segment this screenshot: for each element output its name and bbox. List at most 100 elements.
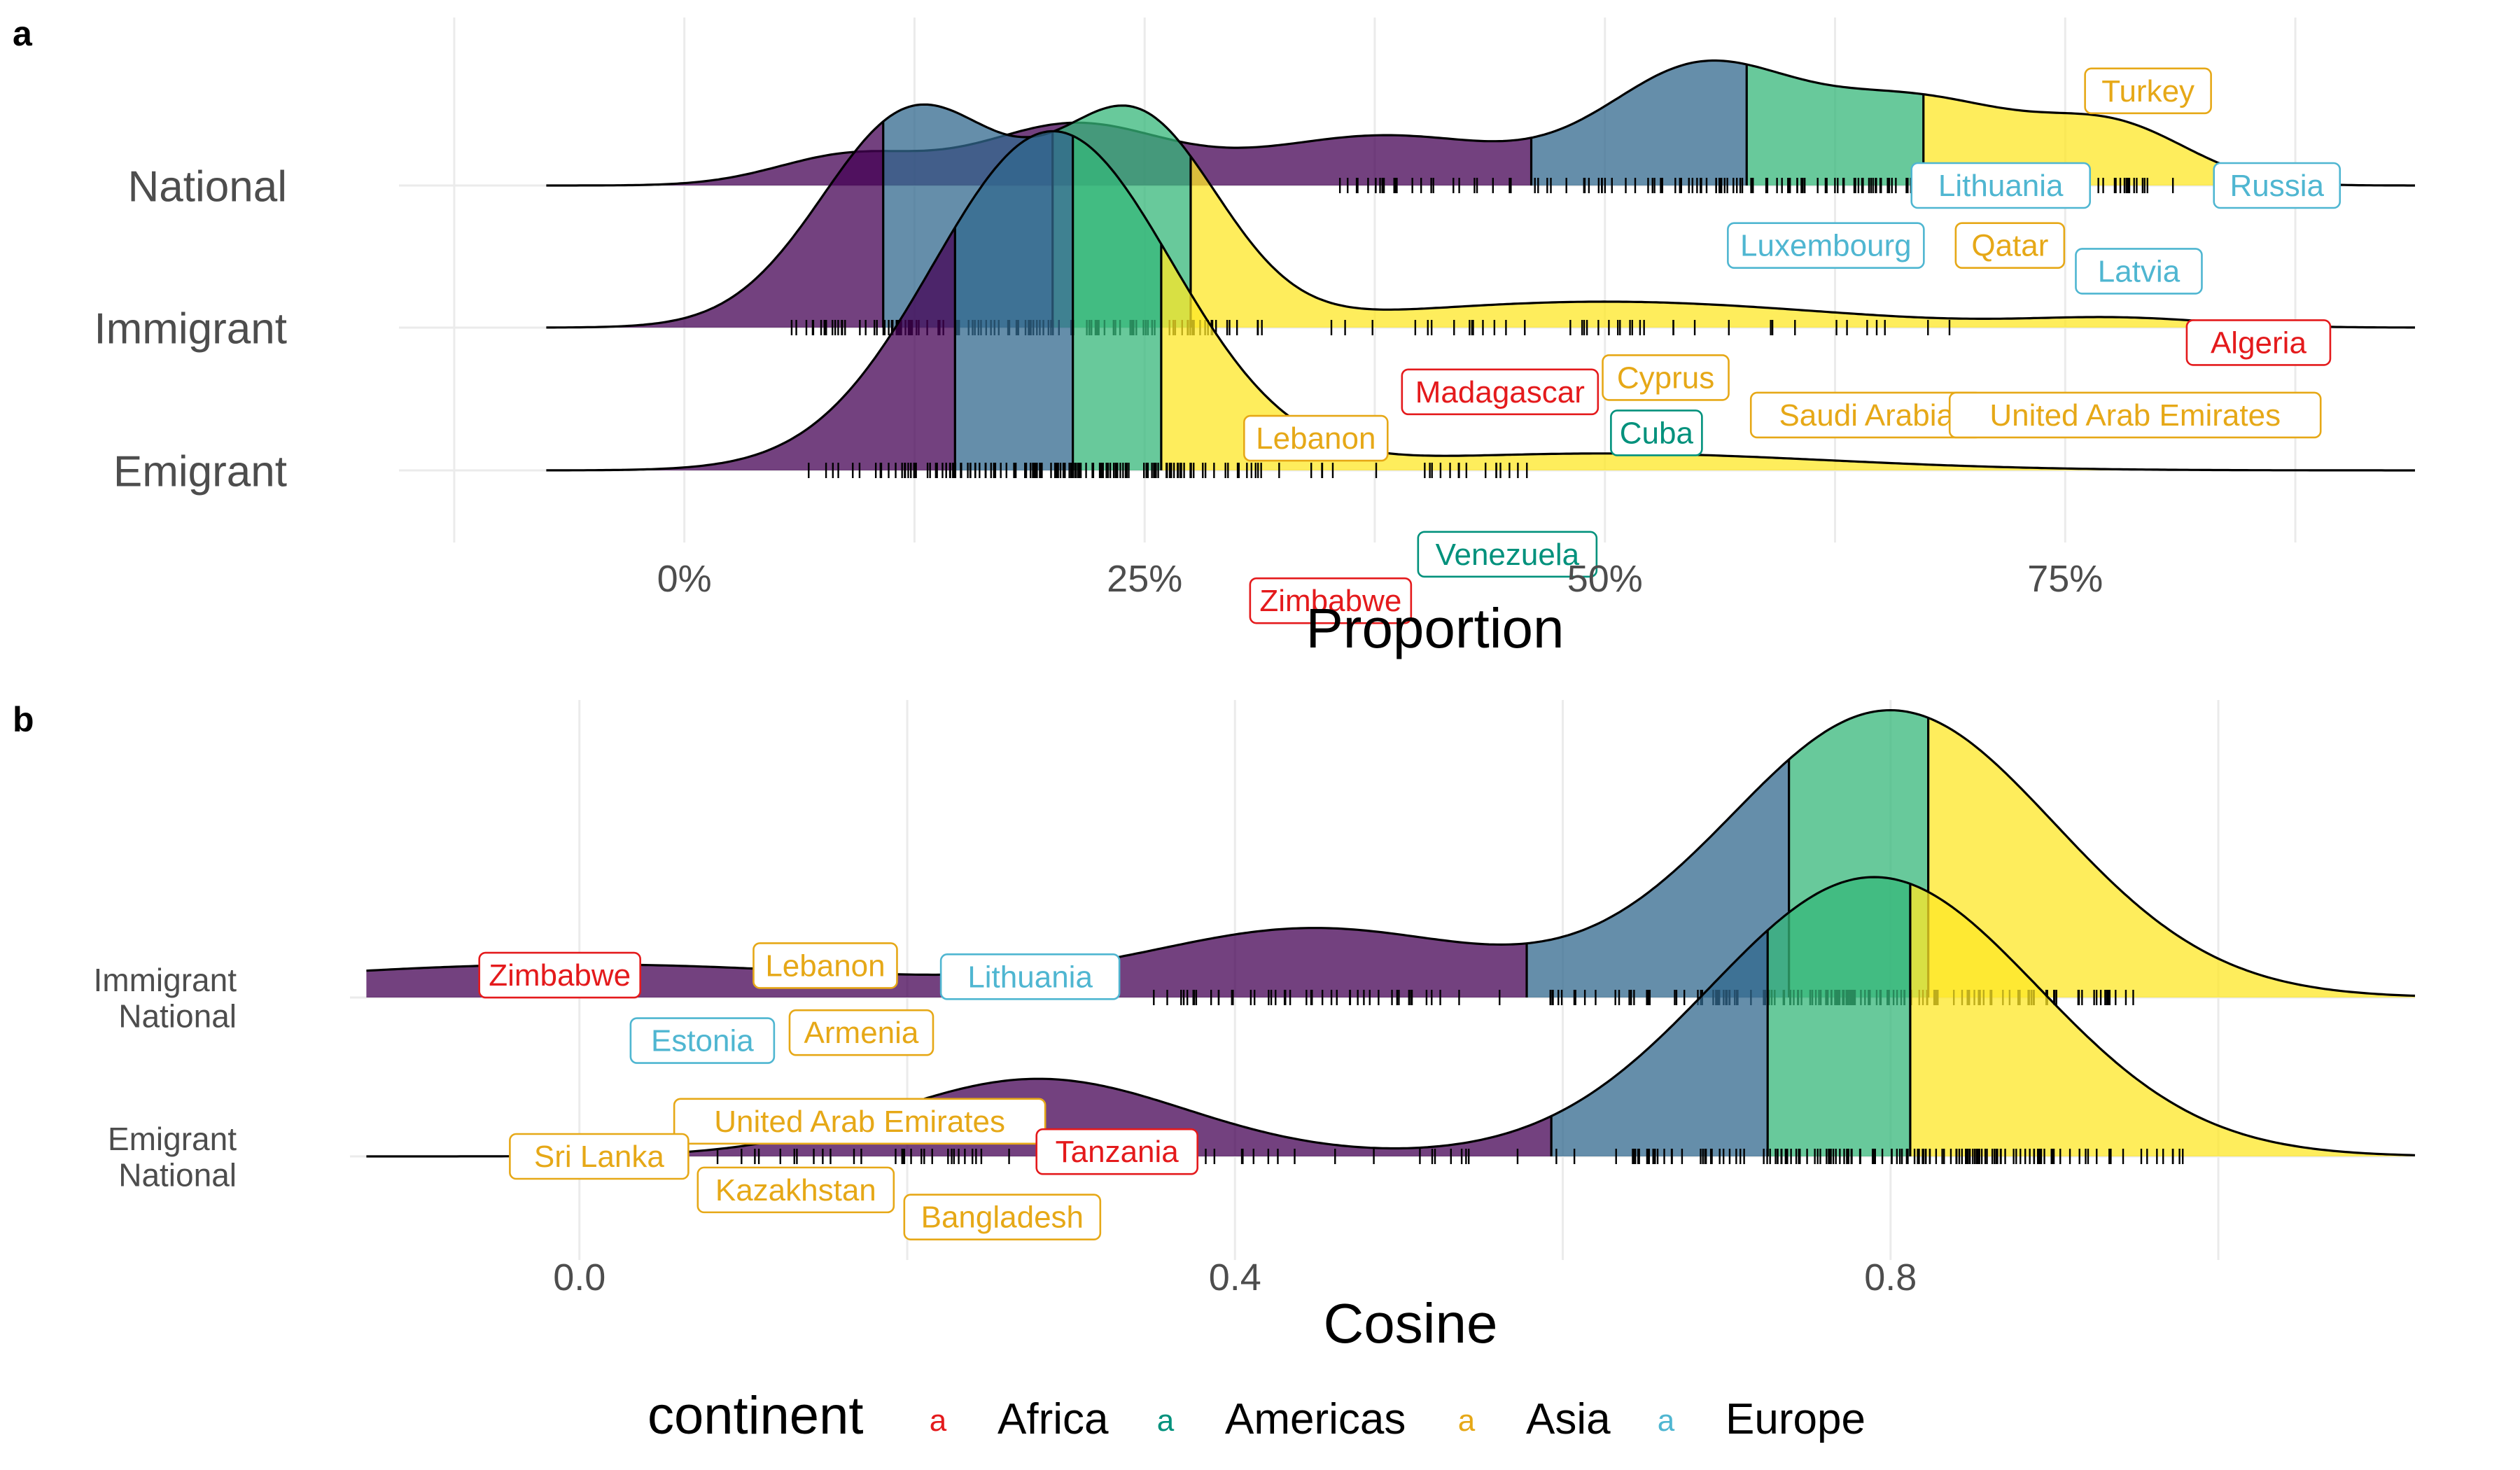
label-box [752, 942, 898, 989]
panel-a: a National Immigrant Emigrant Turkey Lithuani… [13, 14, 2415, 659]
label-zimbabwe: Zimbabwe [478, 951, 641, 999]
legend-title: continent [648, 1386, 863, 1446]
label-text: Luxembourg [1740, 229, 1912, 263]
label-text: Latvia [2098, 254, 2180, 288]
label-box [788, 1009, 934, 1056]
label-box [696, 1166, 895, 1214]
label-box [1243, 414, 1389, 462]
label-cuba: Cuba [1610, 410, 1703, 456]
quartile-area-3 [1746, 64, 1924, 186]
quartile-area-1 [366, 927, 1527, 997]
legend-label: Asia [1526, 1395, 1611, 1443]
quartile-area-3 [1072, 136, 1161, 470]
quartile-area-2 [1531, 60, 1747, 186]
quartile-area-1 [546, 227, 955, 470]
quartile-area-1 [546, 121, 883, 328]
x-tick-labels: 0.0 0.4 0.8 [553, 1256, 1917, 1298]
density-outline [546, 130, 2415, 472]
legend-label: Europe [1726, 1395, 1865, 1443]
label-box [2075, 248, 2203, 295]
label-text: Lithuania [1938, 169, 2064, 203]
row-label-emigrant-national: Emigrant National [108, 1121, 237, 1194]
rug [808, 463, 1528, 478]
label-box [1249, 577, 1413, 624]
label-box [1035, 1128, 1199, 1175]
x-tick-label: 0% [657, 558, 712, 600]
label-box [673, 1098, 1046, 1145]
legend-key-glyph: a [1458, 1404, 1476, 1438]
legend-entry-asia: a Asia [1458, 1395, 1611, 1443]
label-text: Lebanon [765, 948, 885, 983]
label-lithuania: Lithuania [1910, 162, 2092, 209]
label-box [629, 1017, 776, 1064]
panel-letter-a: a [13, 14, 33, 53]
quartile-area-2 [1551, 930, 1768, 1156]
quartile-area-3 [1768, 877, 1910, 1156]
label-text: Zimbabwe [489, 958, 631, 993]
quartile-area-2 [955, 131, 1073, 470]
label-venezuela: Venezuela [1417, 531, 1598, 578]
label-saudi-arabia: Saudi Arabia [1749, 391, 1983, 439]
label-russia: Russia [2213, 162, 2342, 209]
quartile-area-4 [1910, 883, 2415, 1156]
legend-label: Americas [1225, 1395, 1406, 1443]
legend-entry-americas: a Americas [1157, 1395, 1406, 1443]
label-united-arab-emirates: United Arab Emirates [673, 1098, 1046, 1145]
label-armenia: Armenia [788, 1009, 934, 1056]
row-label-line: National [128, 162, 287, 211]
label-text: United Arab Emirates [714, 1105, 1005, 1139]
panel-letter-b: b [13, 700, 34, 739]
label-text: Cuba [1620, 416, 1694, 450]
legend-key-glyph: a [930, 1404, 947, 1438]
label-algeria: Algeria [2185, 319, 2332, 366]
label-text: Zimbabwe [1259, 584, 1401, 618]
x-tick-label: 0.0 [553, 1256, 606, 1298]
label-text: Madagascar [1415, 375, 1585, 410]
label-latvia: Latvia [2075, 248, 2203, 295]
legend-label: Africa [997, 1395, 1109, 1443]
label-tanzania: Tanzania [1035, 1128, 1199, 1175]
density-outline [366, 708, 2416, 997]
label-box [1401, 368, 1600, 416]
row-label-line: Emigrant [113, 447, 287, 496]
label-lebanon: Lebanon [752, 942, 898, 989]
rug [548, 1149, 2184, 1164]
quartile-area-4 [1190, 156, 2415, 328]
legend-key-glyph: a [1658, 1404, 1675, 1438]
label-text: Cyprus [1617, 360, 1714, 395]
label-luxembourg: Luxembourg [1727, 222, 1925, 270]
label-text: Bangladesh [921, 1200, 1084, 1235]
x-tick-label: 75% [2027, 558, 2103, 600]
label-text: United Arab Emirates [1989, 398, 2281, 433]
label-box [1602, 354, 1730, 401]
legend-entry-europe: a Europe [1658, 1395, 1865, 1443]
quartile-area-4 [1928, 718, 2415, 997]
label-box [939, 953, 1121, 1000]
x-tick-label: 25% [1107, 558, 1182, 600]
label-bangladesh: Bangladesh [903, 1194, 1102, 1240]
country-labels: Turkey Lithuania Russia Latvia Algeria Luxemb… [1243, 67, 2342, 624]
row-label-immigrant: Immigrant [94, 304, 287, 353]
row-label-line: National [118, 1156, 237, 1193]
label-cyprus: Cyprus [1602, 354, 1730, 401]
label-box [1610, 410, 1703, 456]
density-outline [366, 876, 2416, 1158]
label-box [2084, 67, 2212, 115]
label-box [1910, 162, 2092, 209]
row-label-line: Immigrant [94, 304, 287, 353]
label-madagascar: Madagascar [1401, 368, 1600, 416]
label-text: Algeria [2211, 326, 2306, 360]
legend-entry-africa: a Africa [930, 1395, 1109, 1443]
x-tick-labels: 0% 25% 50% 75% [657, 558, 2104, 600]
label-turkey: Turkey [2084, 67, 2212, 115]
label-text: Venezuela [1436, 538, 1580, 572]
label-text: Russia [2230, 169, 2324, 203]
row-label-line: Immigrant [94, 962, 237, 998]
quartile-area-2 [1527, 760, 1789, 997]
label-lithuania: Lithuania [939, 953, 1121, 1000]
label-estonia: Estonia [629, 1017, 776, 1064]
label-text: Qatar [1971, 229, 2048, 263]
